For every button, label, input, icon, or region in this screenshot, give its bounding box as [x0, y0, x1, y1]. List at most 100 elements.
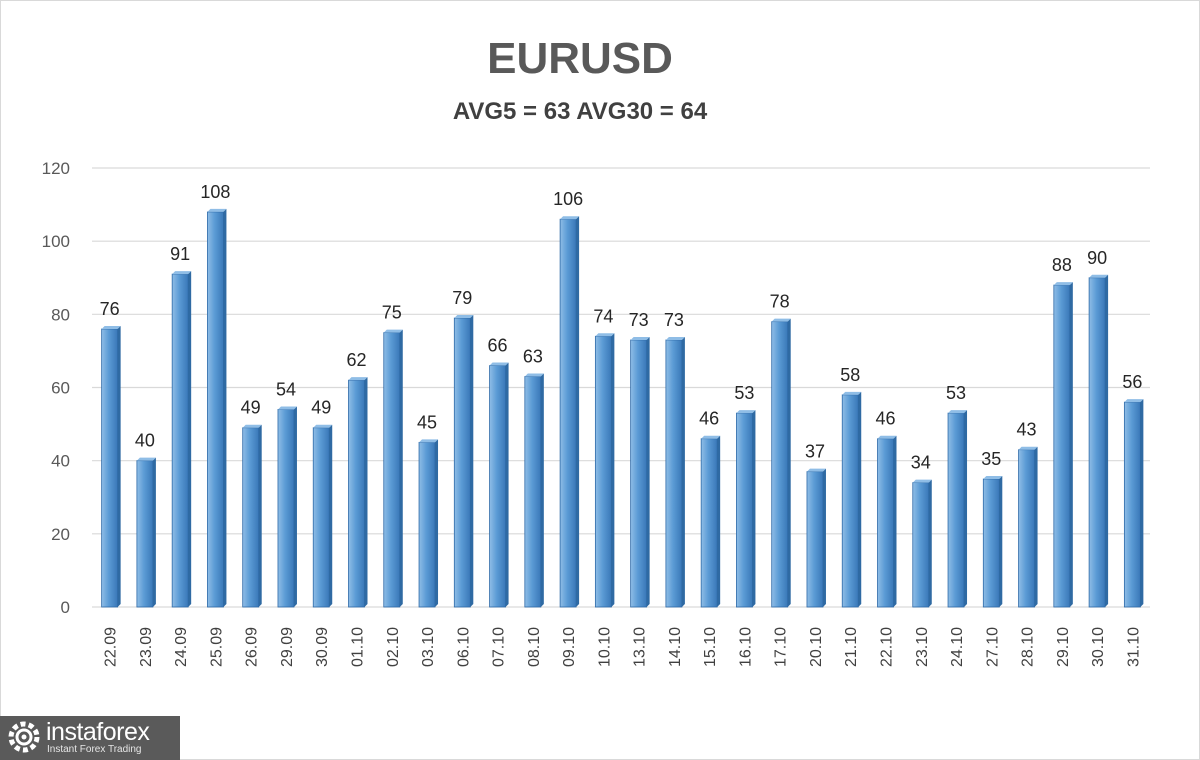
bar-side [787, 318, 791, 607]
bar-side [540, 373, 544, 607]
data-label: 108 [200, 182, 230, 202]
bar [418, 441, 436, 608]
data-label: 56 [1122, 372, 1142, 392]
data-label: 73 [629, 310, 649, 330]
bar-top [313, 424, 333, 428]
data-label: 37 [805, 442, 825, 462]
x-tick-label: 29.09 [279, 627, 296, 667]
bar-side [117, 325, 121, 607]
bar [806, 471, 824, 608]
bar [242, 427, 260, 608]
bar-side [893, 435, 897, 607]
bar-side [999, 475, 1003, 607]
bar [524, 376, 542, 608]
bar-side [681, 336, 685, 607]
bar-top [560, 216, 580, 220]
data-label: 79 [452, 288, 472, 308]
bar [912, 482, 930, 608]
data-label: 76 [100, 299, 120, 319]
data-label: 74 [593, 306, 613, 326]
x-tick-label: 29.10 [1055, 627, 1072, 667]
bar [771, 321, 789, 608]
bar-side [364, 377, 368, 607]
data-label: 66 [488, 336, 508, 356]
bar-side [435, 439, 439, 607]
bar-top [701, 435, 721, 439]
bar-top [1089, 274, 1109, 278]
data-label: 49 [311, 398, 331, 418]
data-label: 35 [981, 449, 1001, 469]
data-label: 73 [664, 310, 684, 330]
bar-top [419, 439, 439, 443]
bar-top [136, 457, 156, 461]
bar [171, 273, 189, 608]
bar [207, 211, 224, 608]
instaforex-logo: instaforex Instant Forex Trading [0, 716, 180, 760]
x-tick-label: 10.10 [596, 627, 613, 667]
y-tick-label: 120 [42, 159, 70, 178]
bar-top [1053, 282, 1073, 286]
bar-top [806, 468, 826, 472]
bar-side [1034, 446, 1038, 607]
bar-side [858, 391, 862, 607]
bar-top [242, 424, 262, 428]
x-tick-label: 21.10 [843, 627, 860, 667]
bars [101, 208, 1144, 608]
x-tick-label: 31.10 [1125, 627, 1142, 667]
bar [594, 335, 612, 608]
bar [700, 438, 718, 608]
x-tick-label: 07.10 [491, 627, 508, 667]
bar [1018, 449, 1035, 608]
data-label: 78 [770, 292, 790, 312]
bar-top [736, 410, 756, 414]
data-label: 45 [417, 412, 437, 432]
bar-side [611, 333, 615, 607]
y-tick-label: 20 [51, 525, 70, 544]
bar [1053, 284, 1071, 608]
bar-side [822, 468, 826, 607]
x-tick-label: 28.10 [1020, 627, 1037, 667]
bar-top [489, 362, 509, 366]
bar [841, 394, 859, 608]
x-tick-label: 22.10 [879, 627, 896, 667]
x-tick-label: 17.10 [773, 627, 790, 667]
data-label: 58 [840, 365, 860, 385]
data-label: 46 [699, 409, 719, 429]
y-tick-label: 80 [51, 305, 70, 324]
bar-side [258, 424, 262, 607]
bar-top [948, 410, 968, 414]
gear-icon [8, 721, 40, 753]
bar-top [665, 336, 685, 340]
x-tick-label: 23.10 [914, 627, 931, 667]
bar-side [646, 336, 650, 607]
chart-subtitle: AVG5 = 63 AVG30 = 64 [452, 98, 708, 125]
bar-top [348, 377, 368, 381]
x-tick-label: 30.10 [1090, 627, 1107, 667]
bar-side [293, 406, 297, 607]
x-tick-label: 16.10 [737, 627, 754, 667]
x-tick-label: 20.10 [808, 627, 825, 667]
bar [136, 460, 154, 608]
bar-side [928, 479, 932, 607]
y-tick-label: 60 [51, 379, 70, 398]
bar-top [454, 314, 474, 318]
bar [453, 317, 471, 608]
bar-top [1124, 399, 1144, 403]
bar-side [223, 208, 227, 607]
x-tick-label: 08.10 [526, 627, 543, 667]
y-tick-label: 100 [42, 232, 70, 251]
bar-side [576, 216, 580, 607]
bar [736, 412, 753, 608]
gridlines [92, 167, 1150, 608]
data-label: 54 [276, 379, 296, 399]
bar-side [1069, 282, 1073, 607]
bar-side [1140, 399, 1144, 607]
bar-top [524, 373, 544, 377]
bar-top [1018, 446, 1038, 450]
bar-chart: 0 20 40 60 80 100 120 76 22.09 40 23.09 91 24.09 108 2… [42, 159, 1150, 667]
y-tick-label: 0 [61, 598, 70, 617]
x-tick-label: 01.10 [350, 627, 367, 667]
chart-title: EURUSD [487, 34, 673, 83]
logo-tagline: Instant Forex Trading [47, 744, 142, 755]
bar-top [101, 325, 121, 329]
